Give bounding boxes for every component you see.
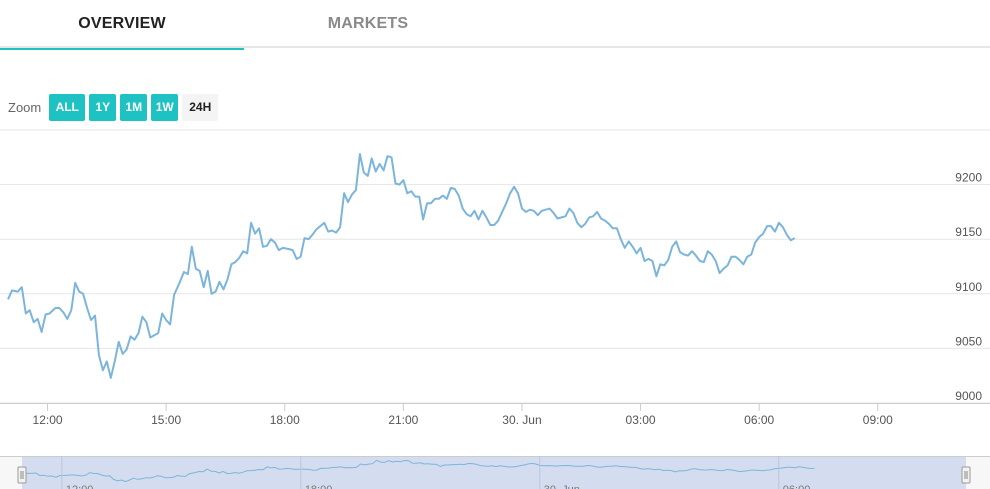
navigator[interactable]: 12:00 18:00 30. Jun 06:00 xyxy=(0,456,990,489)
tab-bar: OVERVIEW MARKETS xyxy=(0,0,990,50)
navigator-right-handle[interactable] xyxy=(961,466,971,484)
x-tick-label: 15:00 xyxy=(151,413,181,427)
tab-overview[interactable]: OVERVIEW xyxy=(0,0,244,50)
y-tick-label: 9000 xyxy=(955,389,982,403)
navigator-tick-label: 30. Jun xyxy=(544,484,580,489)
x-tick-label: 12:00 xyxy=(33,413,63,427)
zoom-label: Zoom xyxy=(8,99,42,115)
zoom-controls: Zoom ALL 1Y 1M 1W 24H xyxy=(8,93,222,121)
x-tick-label: 09:00 xyxy=(863,413,893,427)
x-tick-label: 18:00 xyxy=(270,413,300,427)
x-axis: 12:00 15:00 18:00 21:00 30. Jun 03:00 06:00 09:… xyxy=(0,403,990,427)
y-tick-label: 9150 xyxy=(955,225,982,239)
chart-grid xyxy=(0,129,990,404)
zoom-1w-button[interactable]: 1W xyxy=(151,93,179,121)
navigator-series-line xyxy=(21,459,815,483)
navigator-selection[interactable] xyxy=(22,456,966,489)
navigator-tick-label: 12:00 xyxy=(66,484,94,489)
navigator-left-handle[interactable] xyxy=(17,466,27,484)
x-tick-label: 21:00 xyxy=(388,413,418,427)
zoom-1y-button[interactable]: 1Y xyxy=(89,93,117,121)
x-tick-label: 06:00 xyxy=(744,413,774,427)
x-tick-label: 30. Jun xyxy=(502,413,541,427)
chart-plot xyxy=(7,153,796,379)
series-line xyxy=(7,153,796,379)
y-tick-label: 9100 xyxy=(955,280,982,294)
y-tick-label: 9200 xyxy=(955,171,982,185)
zoom-1m-button[interactable]: 1M xyxy=(120,93,148,121)
tab-markets[interactable]: MARKETS xyxy=(327,15,409,32)
navigator-tick-label: 06:00 xyxy=(783,484,811,489)
y-axis: 9000 9050 9100 9150 9200 xyxy=(955,171,982,403)
zoom-all-button[interactable]: ALL xyxy=(49,93,86,121)
x-tick-label: 03:00 xyxy=(626,413,656,427)
navigator-tick-label: 18:00 xyxy=(305,484,333,489)
y-tick-label: 9050 xyxy=(955,334,982,348)
zoom-24h-button[interactable]: 24H xyxy=(182,93,219,121)
